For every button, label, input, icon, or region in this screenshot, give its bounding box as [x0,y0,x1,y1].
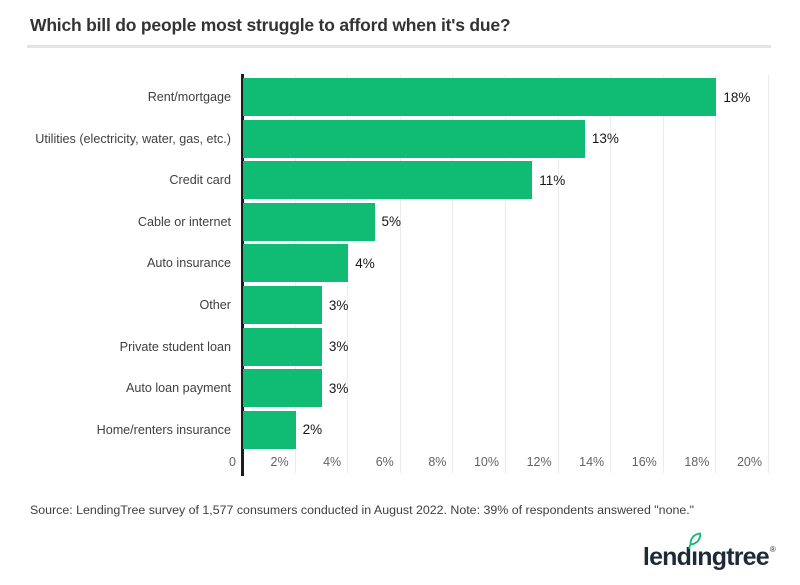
leaf-icon [687,532,701,549]
value-label: 5% [381,214,402,230]
category-label: Private student loan [119,339,231,354]
x-tick-label: 4% [323,455,342,469]
value-label: 3% [328,339,349,355]
bar [243,161,533,200]
lendingtree-logo: lend ıngtree® [642,532,776,571]
bar [243,327,322,366]
chart-title: Which bill do people most struggle to af… [30,15,511,35]
bar [243,119,585,158]
gridline [662,75,664,473]
x-tick-label: 10% [473,455,499,469]
gridline [452,75,454,473]
gridline [557,75,559,473]
category-label: Cable or internet [137,214,231,229]
logo-text-pre: lend [642,543,692,571]
x-tick-label: 0 [229,455,236,469]
gridline [505,75,506,473]
title-divider [27,45,771,48]
bar [243,286,322,324]
x-tick-label: 14% [579,455,605,469]
x-tick-label: 2% [270,455,289,469]
value-label: 11% [539,172,566,188]
gridline [715,75,717,473]
gridline [610,75,612,473]
category-label: Credit card [169,173,231,188]
x-tick-label: 20% [736,455,762,469]
value-label: 3% [328,380,349,396]
y-axis-line [241,74,244,476]
value-label: 18% [723,89,751,105]
x-tick-label: 16% [631,455,657,469]
category-label: Rent/mortgage [147,90,231,104]
bar [243,369,322,408]
source-note: Source: LendingTree survey of 1,577 cons… [30,503,695,517]
registered-mark: ® [769,545,776,554]
value-label: 3% [328,297,349,313]
gridline [399,75,401,473]
bar [243,410,296,449]
category-label: Auto loan payment [125,381,231,396]
x-tick-label: 8% [428,455,447,469]
x-tick-label: 12% [526,455,552,469]
bar [243,78,717,116]
logo-text-i: ı [691,543,698,571]
x-tick-label: 6% [375,455,394,469]
value-label: 13% [591,131,619,147]
logo-letter-i: ı [687,532,701,571]
bar [243,202,375,241]
x-tick-label: 18% [684,455,710,469]
category-label: Home/renters insurance [96,422,231,437]
category-label: Auto insurance [146,256,231,271]
value-label: 2% [302,422,323,438]
value-label: 4% [355,255,375,271]
logo-text-post: ngtree [697,543,769,571]
category-label: Utilities (electricity, water, gas, etc.… [35,131,231,146]
bar [243,244,349,283]
category-label: Other [199,298,232,312]
gridline [768,75,769,473]
